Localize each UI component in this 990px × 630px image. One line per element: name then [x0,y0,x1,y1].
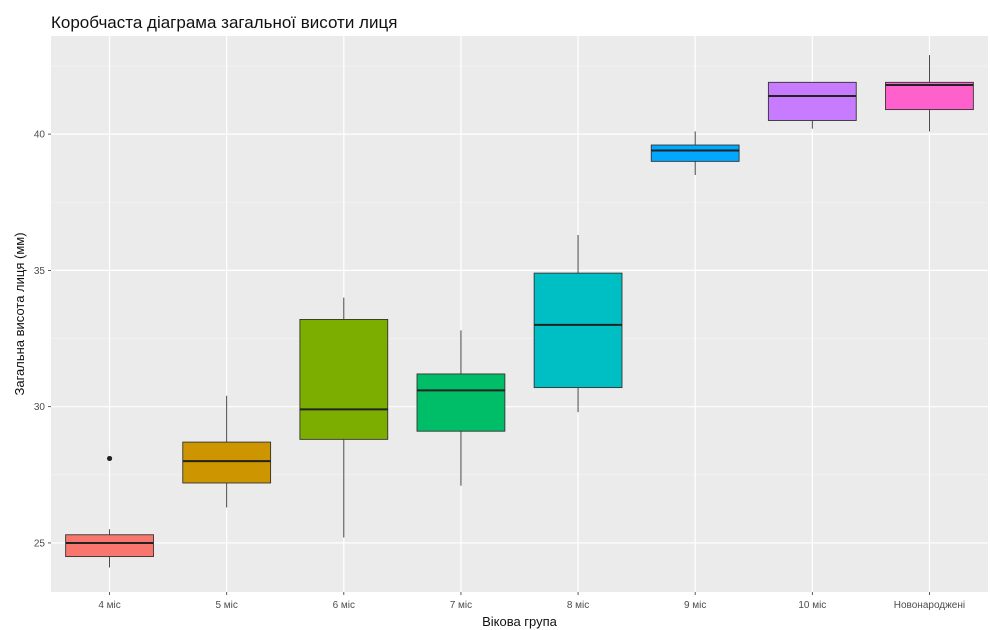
box-2 [182,395,272,508]
box-4 [416,330,506,486]
y-tick-label: 35 [34,266,46,277]
y-tick-label: 30 [34,402,46,413]
box-5 [533,234,623,413]
box-series [65,55,974,568]
box-body [650,144,740,162]
x-tick-label: 8 міс [567,600,589,611]
box-body [767,81,857,121]
outlier-point [106,455,113,462]
x-tick-label: 5 міс [215,600,237,611]
x-tick-label: 10 міс [798,600,826,611]
plot-panel [51,36,988,592]
chart-title: Коробчаста діаграма загальної висоти лиц… [51,13,397,32]
box-7 [767,81,857,129]
y-axis-title: Загальна висота лиця (мм) [12,232,27,395]
box-8 [885,55,974,132]
box-3 [299,297,389,538]
box-body [416,373,506,432]
box-6 [650,131,740,175]
y-tick-label: 25 [34,538,46,549]
x-axis-ticks: 4 міс 5 міс 6 міс 7 міс 8 міс 9 міс 10 міс Ново… [98,592,965,611]
x-tick-label: Новонароджені [894,600,965,611]
y-tick-label: 40 [34,130,46,141]
box-body [533,272,623,389]
box-1 [65,455,154,568]
y-axis-ticks: 25 30 35 40 [34,130,51,549]
x-tick-label: 6 міс [333,600,355,611]
box-body [885,81,974,111]
x-tick-label: 4 міс [98,600,120,611]
x-tick-label: 9 міс [684,600,706,611]
box-body [299,319,389,440]
box-body [182,441,272,484]
box-body [65,534,154,558]
x-axis-title: Вікова група [482,614,558,629]
x-tick-label: 7 міс [450,600,472,611]
